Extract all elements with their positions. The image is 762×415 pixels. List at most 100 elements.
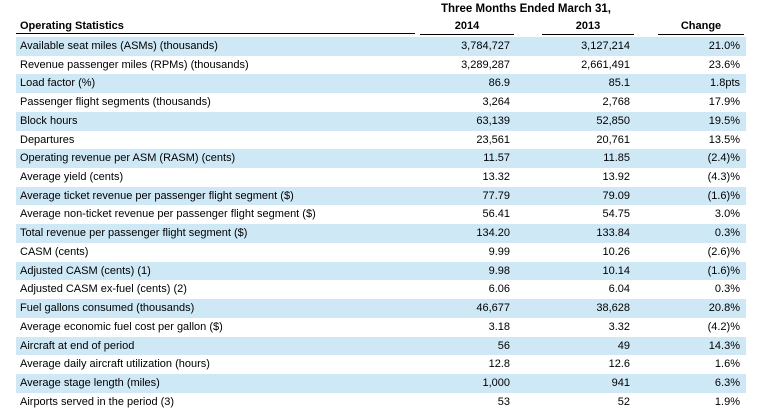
table-row: Adjusted CASM (cents) (1) 9.98 10.14 (1.6)% [16, 261, 746, 281]
value-change: (1.6)% [707, 264, 740, 277]
value-change: 21.0% [708, 40, 740, 52]
period-group-header: Three Months Ended March 31, [441, 3, 611, 15]
value-2014: 134.20 [476, 227, 510, 240]
value-change: 0.3% [714, 227, 740, 240]
value-change: 17.9% [708, 96, 740, 109]
value-2013: 85.1 [608, 77, 630, 90]
row-label: Revenue passenger miles (RPMs) (thousand… [20, 58, 249, 71]
value-2013: 2,768 [602, 96, 630, 109]
table-row: Fuel gallons consumed (thousands) 46,677 3… [16, 299, 746, 318]
value-2014: 86.9 [488, 77, 510, 90]
table-row: Airports served in the period (3) 53 52 1.9… [16, 393, 746, 412]
value-2014: 77.79 [482, 189, 510, 202]
value-2014: 3,289,287 [461, 58, 510, 71]
table-row: Departures 23,561 20,761 13.5% [16, 131, 746, 150]
value-change: 19.5% [708, 114, 740, 127]
table-row: Adjusted CASM ex-fuel (cents) (2) 6.06 6.0… [16, 280, 746, 299]
table-row: Average economic fuel cost per gallon ($… [16, 318, 746, 337]
table-row: Operating revenue per ASM (RASM) (cents)… [16, 149, 746, 169]
value-change: 3.0% [714, 208, 740, 221]
value-2014: 12.8 [488, 358, 510, 371]
header-operating-statistics: Operating Statistics [16, 18, 415, 34]
header-2013: 2013 [542, 18, 634, 35]
row-label: Load factor (%) [20, 77, 96, 90]
value-2014: 53 [497, 395, 510, 408]
table-row: Average stage length (miles) 1,000 941 6.3% [16, 373, 746, 393]
value-2013: 38,628 [596, 302, 630, 315]
row-label: Aircraft at end of period [20, 339, 135, 352]
table-body: Available seat miles (ASMs) (thousands) 3… [16, 37, 746, 411]
value-2014: 3.18 [488, 320, 510, 333]
value-change: 20.8% [708, 302, 740, 315]
value-2014: 46,677 [476, 302, 510, 315]
row-label: Available seat miles (ASMs) (thousands) [20, 40, 218, 52]
header-change: Change [658, 18, 744, 35]
row-label: CASM (cents) [20, 245, 89, 258]
value-2014: 9.99 [488, 245, 510, 258]
row-label: Departures [20, 133, 75, 146]
value-2014: 56 [497, 339, 510, 352]
value-2014: 63,139 [476, 114, 510, 127]
table-row: Passenger flight segments (thousands) 3,2… [16, 93, 746, 112]
value-change: 0.3% [714, 283, 740, 296]
value-2013: 20,761 [596, 133, 630, 146]
value-change: (4.2)% [707, 320, 740, 333]
table-row: CASM (cents) 9.99 10.26 (2.6)% [16, 243, 746, 262]
value-change: 1.8pts [710, 77, 740, 90]
table-row: Block hours 63,139 52,850 19.5% [16, 111, 746, 131]
value-2013: 6.04 [608, 283, 630, 296]
value-2014: 11.57 [483, 152, 510, 165]
value-2013: 941 [611, 376, 630, 389]
column-header-row: Operating Statistics 2014 2013 Change [16, 18, 746, 36]
value-2013: 133.84 [596, 227, 630, 240]
table-row: Total revenue per passenger flight segme… [16, 224, 746, 243]
row-label: Adjusted CASM (cents) (1) [20, 264, 151, 277]
value-change: 14.3% [708, 339, 740, 352]
table-row: Available seat miles (ASMs) (thousands) 3… [16, 37, 746, 56]
value-2013: 11.85 [603, 152, 630, 165]
value-2014: 3,784,727 [461, 40, 510, 52]
row-label: Adjusted CASM ex-fuel (cents) (2) [20, 283, 187, 296]
value-2013: 52 [617, 395, 630, 408]
row-label: Passenger flight segments (thousands) [20, 96, 211, 109]
value-2014: 23,561 [476, 133, 510, 146]
row-label: Fuel gallons consumed (thousands) [20, 302, 195, 315]
row-label: Average daily aircraft utilization (hour… [20, 358, 210, 371]
value-2013: 3.32 [608, 320, 630, 333]
value-2014: 9.98 [488, 264, 510, 277]
value-change: 23.6% [708, 58, 740, 71]
value-change: 13.5% [708, 133, 740, 146]
value-2014: 13.32 [482, 171, 510, 184]
table-row: Average non-ticket revenue per passenger… [16, 205, 746, 224]
value-2013: 3,127,214 [581, 40, 630, 52]
table-row: Average daily aircraft utilization (hour… [16, 355, 746, 374]
value-change: 6.3% [714, 376, 740, 389]
header-2014: 2014 [420, 18, 514, 35]
value-change: (2.6)% [707, 245, 740, 258]
row-label: Average stage length (miles) [20, 376, 160, 389]
value-change: (4.3)% [707, 171, 740, 184]
table-row: Average ticket revenue per passenger fli… [16, 186, 746, 206]
value-2013: 10.14 [602, 264, 630, 277]
value-change: 1.6% [714, 358, 740, 371]
value-2014: 6.06 [488, 283, 510, 296]
row-label: Airports served in the period (3) [20, 395, 175, 408]
table-row: Aircraft at end of period 56 49 14.3% [16, 336, 746, 356]
value-2013: 52,850 [596, 114, 630, 127]
row-label: Average economic fuel cost per gallon ($… [20, 320, 223, 333]
value-2014: 1,000 [482, 376, 510, 389]
value-2013: 2,661,491 [581, 58, 630, 71]
value-2013: 13.92 [602, 171, 630, 184]
value-2013: 79.09 [602, 189, 630, 202]
row-label: Operating revenue per ASM (RASM) (cents) [20, 152, 236, 165]
value-2013: 12.6 [608, 358, 630, 371]
value-change: (1.6)% [707, 189, 740, 202]
value-2013: 49 [617, 339, 630, 352]
table-row: Average yield (cents) 13.32 13.92 (4.3)% [16, 168, 746, 187]
row-label: Average ticket revenue per passenger fli… [20, 189, 294, 202]
value-change: 1.9% [714, 395, 740, 408]
value-2013: 54.75 [602, 208, 630, 221]
row-label: Total revenue per passenger flight segme… [20, 227, 248, 240]
value-change: (2.4)% [707, 152, 740, 165]
value-2014: 3,264 [482, 96, 510, 109]
